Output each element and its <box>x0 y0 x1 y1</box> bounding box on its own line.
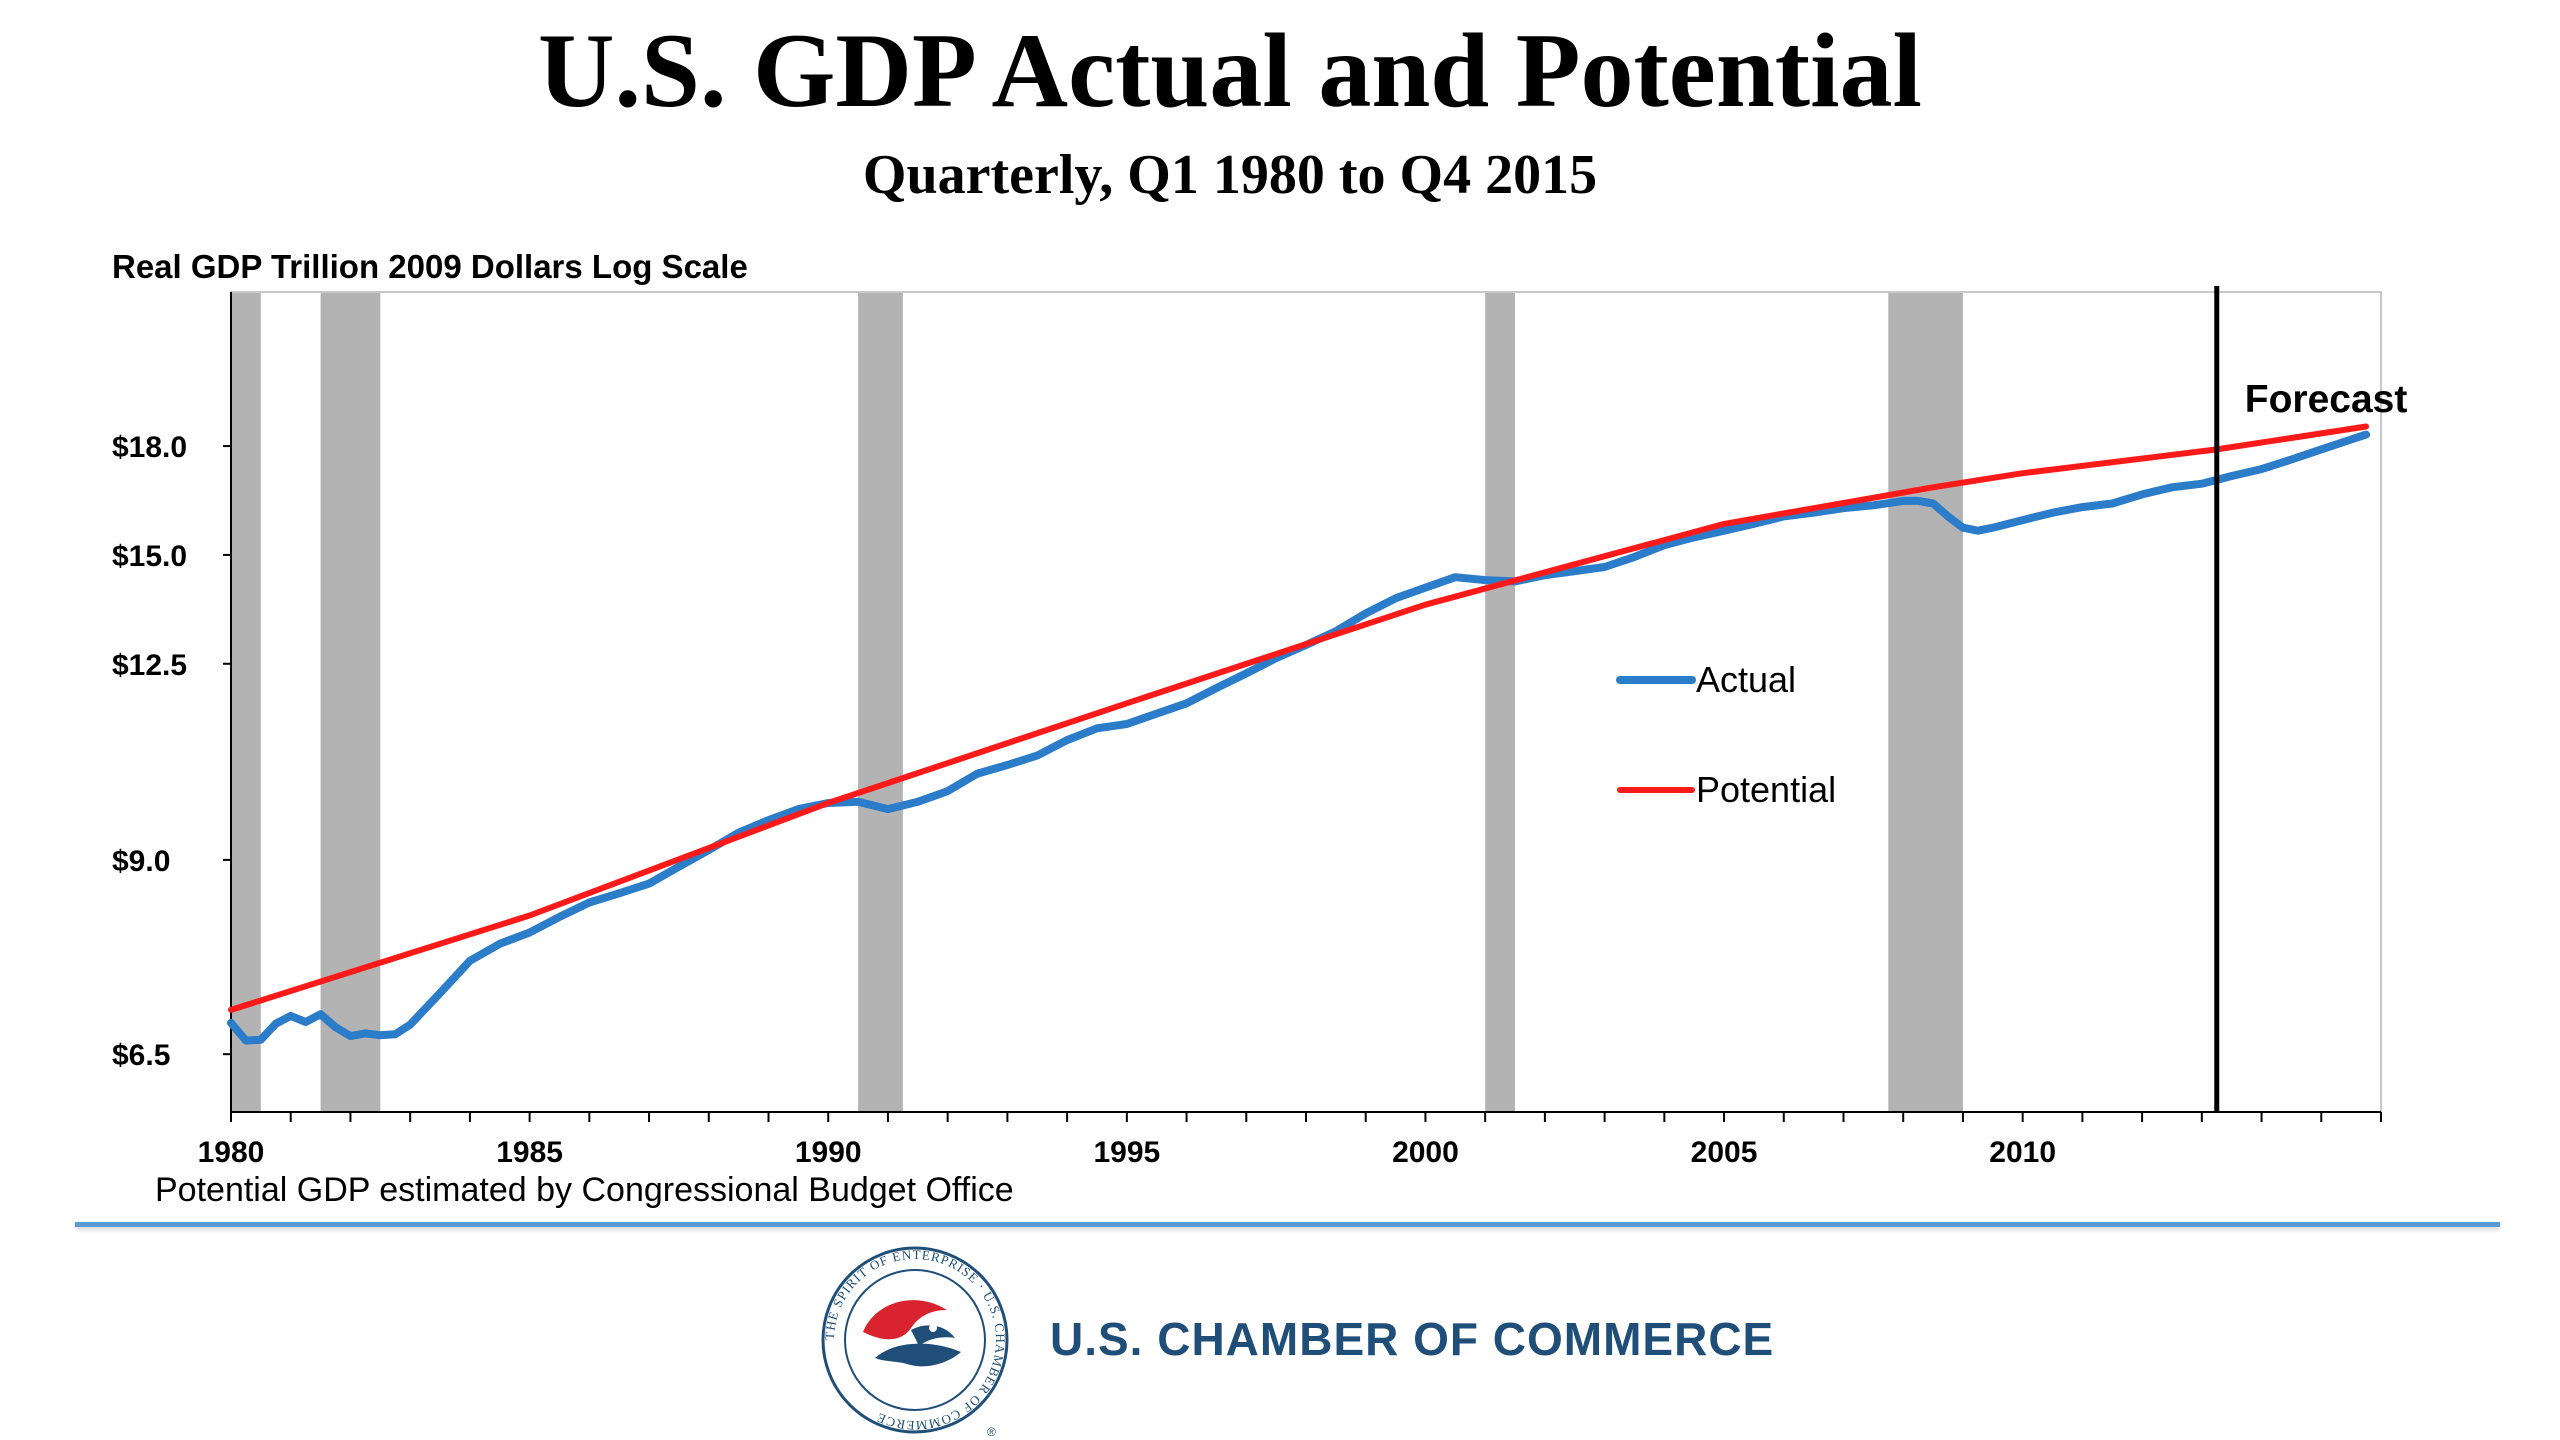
x-tick-label: 2000 <box>1392 1136 1459 1169</box>
x-tick-label: 1995 <box>1093 1136 1160 1169</box>
series-line-potential <box>228 423 2370 1013</box>
series-lines <box>227 423 2371 1045</box>
legend: Actual Potential <box>1616 659 1836 810</box>
gdp-chart: Real GDP Trillion 2009 Dollars Log Scale… <box>112 248 2408 1169</box>
series-line-actual <box>227 430 2371 1045</box>
slide-title: U.S. GDP Actual and Potential <box>537 12 1922 129</box>
source-note: Potential GDP estimated by Congressional… <box>155 1171 1014 1209</box>
y-tick-label: $15.0 <box>112 540 187 573</box>
x-axis-ticks: 1980 1985 1990 1995 2000 2005 2010 <box>198 1112 2382 1169</box>
brand-name: U.S. CHAMBER OF COMMERCE <box>1050 1313 1775 1365</box>
footer-rule <box>75 1222 2500 1227</box>
y-tick-label: $9.0 <box>112 845 170 878</box>
legend-actual-label: Actual <box>1696 659 1796 700</box>
y-axis-ticks: $6.5 $9.0 $12.5 $15.0 $18.0 <box>112 431 231 1072</box>
recession-band <box>320 292 381 1112</box>
plot-area-frame <box>230 291 2382 1113</box>
x-tick-label: 1990 <box>795 1136 862 1169</box>
y-axis-title: Real GDP Trillion 2009 Dollars Log Scale <box>112 248 748 285</box>
y-tick-label: $6.5 <box>112 1039 170 1072</box>
recession-band <box>1485 292 1516 1112</box>
chamber-seal-logo: THE SPIRIT OF ENTERPRISE · U.S. CHAMBER … <box>821 1246 1009 1439</box>
legend-potential-label: Potential <box>1696 769 1836 810</box>
y-tick-label: $18.0 <box>112 431 187 464</box>
slide-subtitle: Quarterly, Q1 1980 to Q4 2015 <box>862 144 1598 206</box>
recession-band <box>858 292 903 1112</box>
x-tick-label: 1980 <box>198 1136 265 1169</box>
x-tick-label: 2010 <box>1989 1136 2056 1169</box>
recession-band <box>1888 292 1963 1112</box>
x-tick-label: 2005 <box>1691 1136 1758 1169</box>
y-tick-label: $12.5 <box>112 649 187 682</box>
forecast-label: Forecast <box>2245 378 2408 421</box>
recession-bands <box>231 292 1963 1112</box>
svg-text:®: ® <box>987 1425 996 1439</box>
recession-band <box>231 292 261 1112</box>
x-tick-label: 1985 <box>496 1136 563 1169</box>
